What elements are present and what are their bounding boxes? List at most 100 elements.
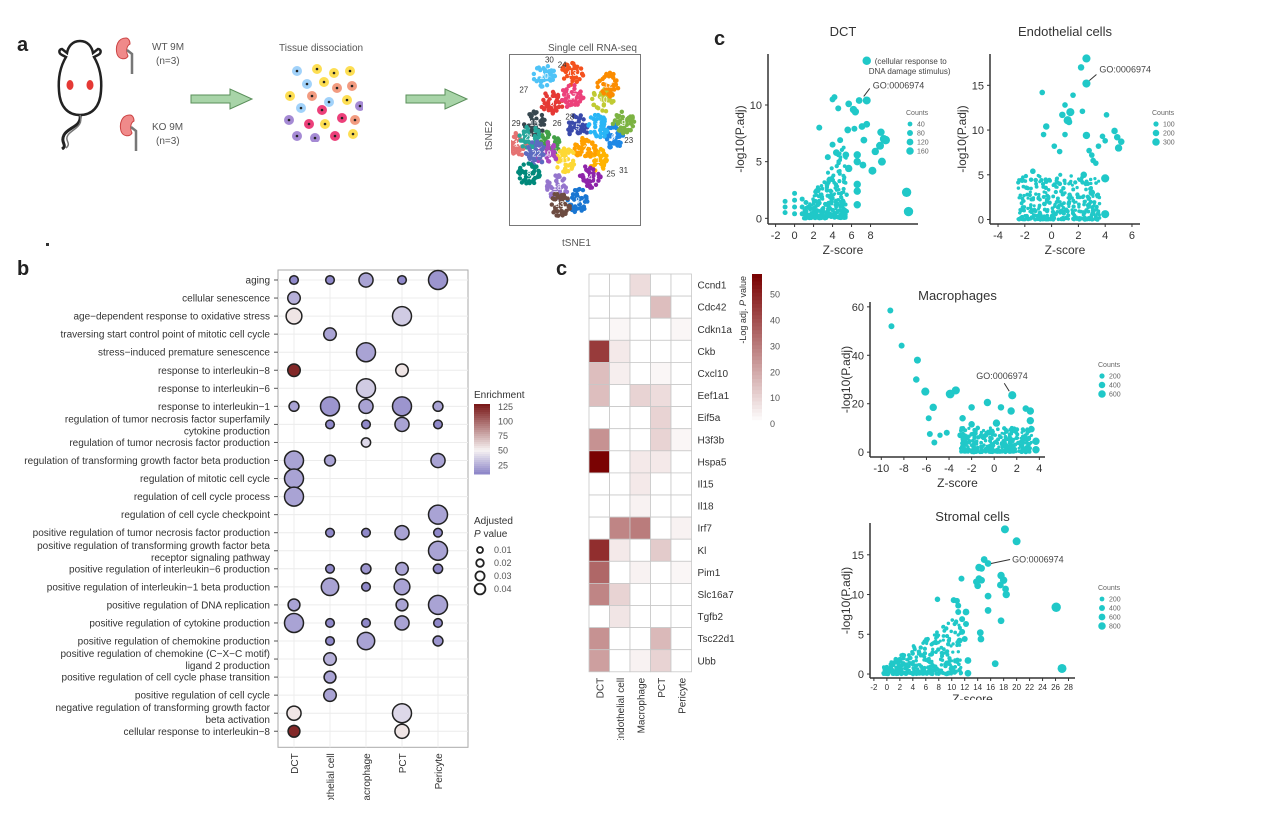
scatter-point: [1088, 152, 1095, 158]
tsne-cell-point: [543, 77, 548, 82]
dotplot-y-tick-label: positive regulation of DNA replication: [107, 600, 270, 611]
scatter-point: [959, 426, 964, 431]
tsne-cell-point: [612, 118, 618, 123]
tsne-cell-point: [618, 118, 623, 123]
scatter-point: [1018, 193, 1023, 198]
scatter-point: [853, 157, 861, 166]
dotplot-point: [323, 670, 337, 684]
x-tick-label: -2: [1020, 230, 1030, 242]
heatmap-cell: [650, 582, 672, 606]
scatter-point: [1000, 450, 1004, 454]
scatter-point: [1055, 185, 1059, 189]
enrichment-legend-swatch: [474, 436, 490, 439]
scatter-point: [819, 216, 824, 220]
dotplot-point: [427, 504, 449, 525]
y-axis-label: -log10(P.adj): [955, 105, 969, 172]
tsne-cell-point: [574, 91, 579, 97]
scatter-point: [957, 625, 962, 630]
scatter-point: [876, 141, 885, 150]
scatter-point: [792, 204, 798, 210]
dotplot-y-tick-label: cytokine production: [184, 426, 270, 437]
dotplot-point: [287, 724, 301, 738]
scatter-point: [839, 203, 843, 207]
go-dotplot: DCT Endothelial cell Macrophage PCT Pericyte…: [24, 269, 525, 800]
tsne-cell-point: [598, 155, 603, 160]
scatter-point: [1060, 192, 1065, 197]
scatter-point: [1047, 177, 1052, 182]
scatter-point: [830, 189, 834, 193]
scatter-point: [1016, 216, 1022, 222]
scatter-point: [1030, 215, 1034, 220]
heatmap-legend-swatch: [752, 412, 762, 417]
dotplot-y-tick-label: response to interleukin−8: [158, 366, 270, 377]
scatter-point: [1029, 197, 1034, 202]
counts-legend-circle: [1098, 613, 1106, 621]
counts-legend-tick: 100: [1163, 122, 1175, 129]
dotplot-y-tick-label: ligand 2 production: [185, 661, 270, 672]
x-axis-label: Z-score: [952, 692, 993, 700]
scatter-point: [907, 668, 911, 672]
tsne-cluster-label: 24: [558, 60, 567, 69]
heatmap-cell: [588, 472, 610, 496]
scatter-point: [843, 180, 848, 185]
y-tick-label: 15: [852, 550, 864, 562]
scatter-point: [819, 184, 824, 188]
scatter-point: [1024, 437, 1030, 443]
scatter-point: [904, 670, 909, 675]
scatter-point: [1026, 407, 1035, 415]
scatter-point: [941, 638, 945, 642]
scatter-point: [1062, 131, 1068, 138]
tsne-cell-point: [603, 109, 609, 114]
tsne-cell-point: [566, 93, 571, 98]
x-tick-label: 6: [848, 230, 854, 242]
counts-legend-tick: 600: [1109, 615, 1121, 622]
dotplot-x-tick-label: Pericyte: [434, 753, 445, 790]
scatter-point: [921, 387, 930, 396]
tsne-cell-point: [545, 64, 551, 69]
x-tick-label: 16: [986, 683, 995, 692]
scatter-point: [964, 434, 969, 438]
tsne-cell-point: [610, 121, 616, 126]
scatter-point: [1039, 89, 1046, 96]
scatter-point: [1067, 182, 1071, 186]
tsne-cell-point: [596, 171, 601, 177]
scatter-point: [969, 432, 974, 437]
dotplot-point: [360, 617, 372, 629]
scatter-point: [913, 376, 920, 383]
x-tick-label: 0: [1049, 230, 1055, 242]
dotplot-y-tick-label: regulation of cell cycle process: [134, 492, 270, 503]
tsne-cell-point: [607, 70, 613, 76]
x-tick-label: 12: [960, 683, 969, 692]
scatter-point: [914, 658, 918, 663]
ko-n: (n=3): [156, 136, 180, 147]
scatter-point: [1025, 431, 1030, 436]
dotplot-point: [394, 524, 410, 541]
annotation-leader-line: [1003, 382, 1010, 392]
scatter-point: [1082, 131, 1091, 140]
scatter-point: [968, 404, 975, 411]
annotation-go-label: GO:0006974: [1012, 555, 1064, 565]
heatmap-cell: [588, 428, 610, 452]
cell-nucleus-icon: [299, 106, 303, 110]
tsne-cell-point: [554, 178, 559, 184]
scatter-point: [965, 450, 969, 454]
stray-dot: [46, 243, 49, 246]
scatter-point: [1036, 207, 1040, 211]
scatter-point: [979, 440, 984, 445]
kidney-ko-icon: [119, 114, 138, 151]
scatter-point: [1032, 437, 1040, 445]
scatter-point: [1094, 207, 1099, 212]
y-tick-label: 60: [852, 302, 864, 314]
scatter-point: [1022, 217, 1027, 222]
scatter-point: [824, 183, 830, 188]
tsne-cell-point: [601, 102, 607, 107]
scatter-point: [959, 671, 963, 675]
heatmap-cell: [629, 582, 651, 606]
tsne-cell-point: [594, 133, 600, 138]
counts-legend-tick: 80: [917, 131, 925, 138]
dotplot-point: [285, 307, 303, 325]
scatter-point: [851, 125, 858, 132]
enrichment-legend-swatch: [474, 460, 490, 463]
tsne-cell-point: [617, 143, 622, 149]
tsne-cell-point: [531, 157, 537, 162]
